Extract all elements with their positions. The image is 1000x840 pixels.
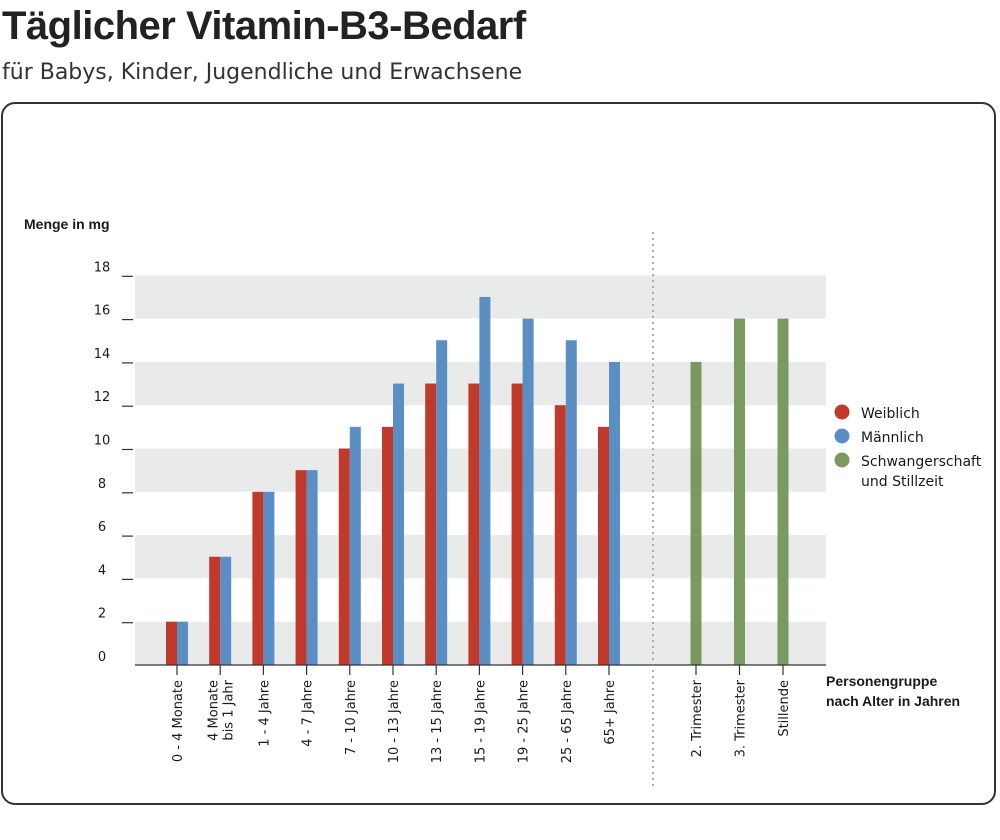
y-tick-label: 18 bbox=[94, 260, 111, 275]
x-tick-label: 1 - 4 Jahre bbox=[257, 680, 272, 747]
y-tick-label: 8 bbox=[98, 477, 106, 492]
bar-weiblich bbox=[468, 383, 480, 665]
y-axis-label: Menge in mg bbox=[24, 216, 110, 232]
legend: Weiblich Männlich Schwangerschaft und Still… bbox=[834, 404, 982, 490]
bar-schwangerschaft bbox=[734, 318, 745, 665]
bar-schwangerschaft bbox=[690, 361, 702, 665]
bar-weiblich bbox=[338, 448, 350, 665]
y-axis-ticks: 0 2 4 6 8 10 12 14 16 18 bbox=[94, 260, 133, 665]
bar-maennlich bbox=[349, 426, 361, 665]
chart-title: Täglicher Vitamin-B3-Bedarf bbox=[2, 4, 526, 48]
legend-marker bbox=[834, 404, 850, 420]
x-tick-label: 10 - 13 Jahre bbox=[387, 680, 402, 763]
bar-maennlich bbox=[565, 340, 577, 665]
bar-maennlich bbox=[522, 318, 534, 665]
bar-weiblich bbox=[598, 426, 609, 665]
x-tick-label: 7 - 10 Jahre bbox=[344, 680, 359, 755]
bar-maennlich bbox=[177, 621, 188, 665]
x-axis-label-line-2: nach Alter in Jahren bbox=[826, 693, 960, 709]
bar-weiblich bbox=[425, 383, 437, 665]
x-axis-ticks: 0 - 4 Monate 4 Monatebis 1 Jahr 1 - 4 Jahr… bbox=[171, 665, 792, 763]
x-tick-label: 2. Trimester bbox=[690, 679, 705, 757]
bar-maennlich bbox=[436, 340, 448, 665]
bar-weiblich bbox=[554, 405, 566, 665]
y-tick-label: 6 bbox=[98, 520, 106, 535]
y-tick-label: 12 bbox=[94, 390, 111, 405]
y-tick-label: 16 bbox=[94, 304, 111, 319]
y-tick-label: 14 bbox=[94, 347, 111, 362]
y-tick-label: 10 bbox=[94, 434, 111, 449]
y-tick-label: 4 bbox=[98, 563, 106, 578]
legend-marker bbox=[834, 452, 850, 468]
bar-schwangerschaft bbox=[777, 318, 789, 665]
chart-subtitle: für Babys, Kinder, Jugendliche und Erwac… bbox=[2, 60, 523, 85]
x-tick-label: 65+ Jahre bbox=[603, 680, 618, 745]
legend-label: Weiblich bbox=[861, 406, 920, 422]
x-tick-label: Stillende bbox=[777, 680, 792, 737]
x-axis-label: Personengruppe nach Alter in Jahren bbox=[826, 673, 960, 709]
bar-weiblich bbox=[166, 621, 177, 665]
x-tick-label: 4 Monatebis 1 Jahr bbox=[207, 679, 237, 741]
bar-maennlich bbox=[263, 491, 275, 665]
bar-weiblich bbox=[252, 491, 264, 665]
legend-label: Männlich bbox=[861, 430, 924, 446]
x-tick-label: 4 - 7 Jahre bbox=[301, 680, 316, 747]
bar-weiblich bbox=[295, 470, 307, 665]
bar-maennlich bbox=[609, 361, 620, 665]
x-tick-label: 19 - 25 Jahre bbox=[517, 680, 532, 763]
bar-maennlich bbox=[220, 556, 232, 665]
y-tick-label: 0 bbox=[98, 650, 106, 665]
bar-weiblich bbox=[382, 426, 393, 665]
x-axis-label-line-1: Personengruppe bbox=[826, 673, 937, 689]
y-tick-label: 2 bbox=[98, 607, 106, 622]
bars bbox=[166, 296, 789, 665]
x-tick-label: 0 - 4 Monate bbox=[171, 680, 186, 762]
bar-maennlich bbox=[479, 296, 491, 665]
bar-weiblich bbox=[209, 556, 221, 665]
x-tick-label: 25 - 65 Jahre bbox=[560, 680, 575, 763]
x-tick-label: 15 - 19 Jahre bbox=[473, 680, 488, 763]
x-tick-label: 13 - 15 Jahre bbox=[430, 680, 445, 763]
bar-maennlich bbox=[393, 383, 404, 665]
legend-label: Schwangerschaft und Stillzeit bbox=[861, 454, 982, 490]
bar-maennlich bbox=[306, 470, 318, 665]
x-tick-label: 3. Trimester bbox=[734, 679, 749, 757]
bar-weiblich bbox=[511, 383, 523, 665]
legend-marker bbox=[834, 428, 850, 444]
